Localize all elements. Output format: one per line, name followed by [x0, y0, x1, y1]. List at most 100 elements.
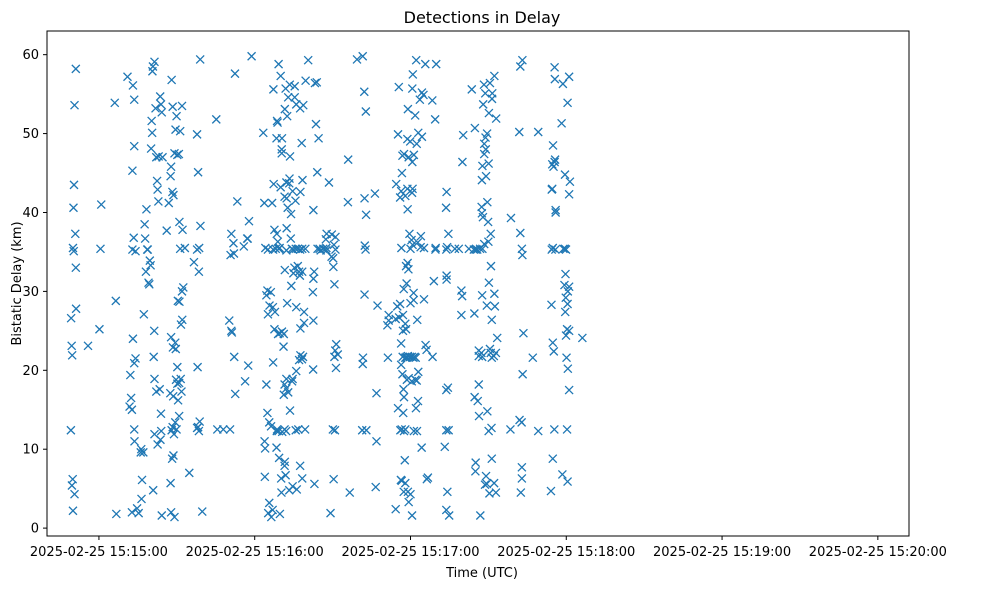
data-point-marker	[360, 290, 369, 300]
data-point-marker	[171, 344, 181, 354]
data-point-marker	[229, 352, 239, 362]
data-point-marker	[396, 243, 406, 253]
data-point-marker	[148, 485, 158, 495]
data-point-marker	[457, 157, 467, 167]
data-point-marker	[295, 324, 305, 333]
data-point-marker	[361, 210, 371, 220]
data-point-marker	[514, 127, 524, 137]
data-point-marker	[258, 128, 268, 138]
data-point-marker	[152, 176, 162, 186]
data-point-marker	[409, 426, 419, 436]
data-point-marker	[517, 55, 527, 65]
data-point-marker	[264, 498, 274, 508]
data-point-marker	[469, 309, 479, 318]
y-axis-label: Bistatic Delay (km)	[10, 221, 25, 345]
data-point-marker	[167, 187, 177, 197]
data-point-marker	[329, 474, 339, 484]
data-point-marker	[370, 189, 380, 199]
data-point-marker	[168, 422, 178, 432]
data-point-marker	[68, 243, 78, 253]
data-point-marker	[333, 350, 343, 359]
data-point-marker	[420, 59, 430, 69]
data-point-marker	[298, 175, 307, 185]
data-point-marker	[411, 55, 421, 65]
data-point-marker	[166, 332, 176, 342]
data-point-marker	[276, 71, 286, 81]
data-point-marker	[328, 262, 338, 272]
data-point-marker	[484, 278, 494, 288]
data-point-marker	[409, 288, 419, 298]
data-point-marker	[125, 370, 135, 380]
data-point-marker	[397, 476, 407, 486]
data-point-marker	[282, 193, 292, 203]
data-point-marker	[562, 425, 572, 434]
data-point-marker	[397, 369, 407, 379]
data-point-marker	[557, 469, 567, 479]
data-point-marker	[153, 196, 163, 206]
data-point-marker	[260, 472, 270, 482]
data-point-marker	[331, 363, 341, 373]
data-point-marker	[476, 348, 486, 358]
data-point-marker	[297, 244, 307, 254]
data-point-marker	[295, 461, 305, 471]
data-point-marker	[441, 505, 451, 515]
data-point-marker	[247, 51, 257, 61]
data-point-marker	[280, 265, 290, 275]
data-point-marker	[111, 296, 121, 306]
y-tick-label: 10	[22, 443, 39, 458]
data-point-marker	[157, 511, 167, 520]
data-point-marker	[274, 453, 284, 463]
data-point-marker	[308, 365, 318, 374]
data-point-marker	[518, 328, 528, 338]
data-point-marker	[477, 244, 487, 254]
data-point-marker	[343, 197, 353, 207]
data-point-marker	[505, 425, 515, 434]
data-point-marker	[158, 152, 167, 162]
x-tick-label: 2025-02-25 15:17:00	[341, 545, 479, 560]
data-point-marker	[549, 425, 559, 434]
data-point-marker	[491, 348, 501, 358]
data-point-marker	[412, 376, 422, 386]
x-axis-label: Time (UTC)	[445, 566, 518, 581]
data-point-marker	[430, 114, 440, 124]
data-point-marker	[280, 461, 290, 471]
data-point-marker	[286, 281, 296, 291]
data-point-marker	[147, 116, 157, 126]
data-point-marker	[478, 99, 488, 109]
data-point-marker	[551, 208, 561, 217]
data-point-marker	[277, 144, 287, 154]
data-point-marker	[358, 51, 368, 61]
data-point-marker	[285, 152, 295, 161]
data-point-marker	[172, 362, 182, 372]
data-point-marker	[398, 408, 408, 418]
data-point-marker	[491, 488, 501, 498]
data-point-marker	[312, 167, 322, 177]
data-point-marker	[473, 396, 483, 406]
data-point-marker	[413, 396, 423, 406]
data-point-marker	[397, 425, 407, 434]
data-point-marker	[194, 243, 204, 253]
data-point-marker	[172, 425, 182, 434]
data-point-marker	[477, 161, 487, 171]
data-point-marker	[456, 310, 466, 320]
data-point-marker	[269, 225, 279, 235]
data-point-marker	[270, 307, 280, 317]
data-point-marker	[371, 482, 381, 492]
data-point-marker	[297, 473, 307, 483]
data-point-marker	[192, 129, 202, 139]
data-point-marker	[281, 178, 291, 187]
data-point-marker	[150, 429, 159, 439]
data-point-marker	[292, 484, 302, 494]
data-point-marker	[218, 425, 228, 434]
data-point-marker	[489, 289, 499, 299]
data-point-marker	[297, 354, 307, 364]
data-point-marker	[415, 95, 425, 105]
data-point-marker	[290, 92, 300, 102]
data-point-marker	[230, 389, 240, 399]
data-point-marker	[94, 324, 104, 334]
data-point-marker	[475, 511, 485, 520]
data-point-marker	[195, 221, 205, 231]
data-point-marker	[111, 509, 121, 519]
chart-title: Detections in Delay	[404, 8, 561, 27]
data-point-marker	[487, 454, 497, 464]
